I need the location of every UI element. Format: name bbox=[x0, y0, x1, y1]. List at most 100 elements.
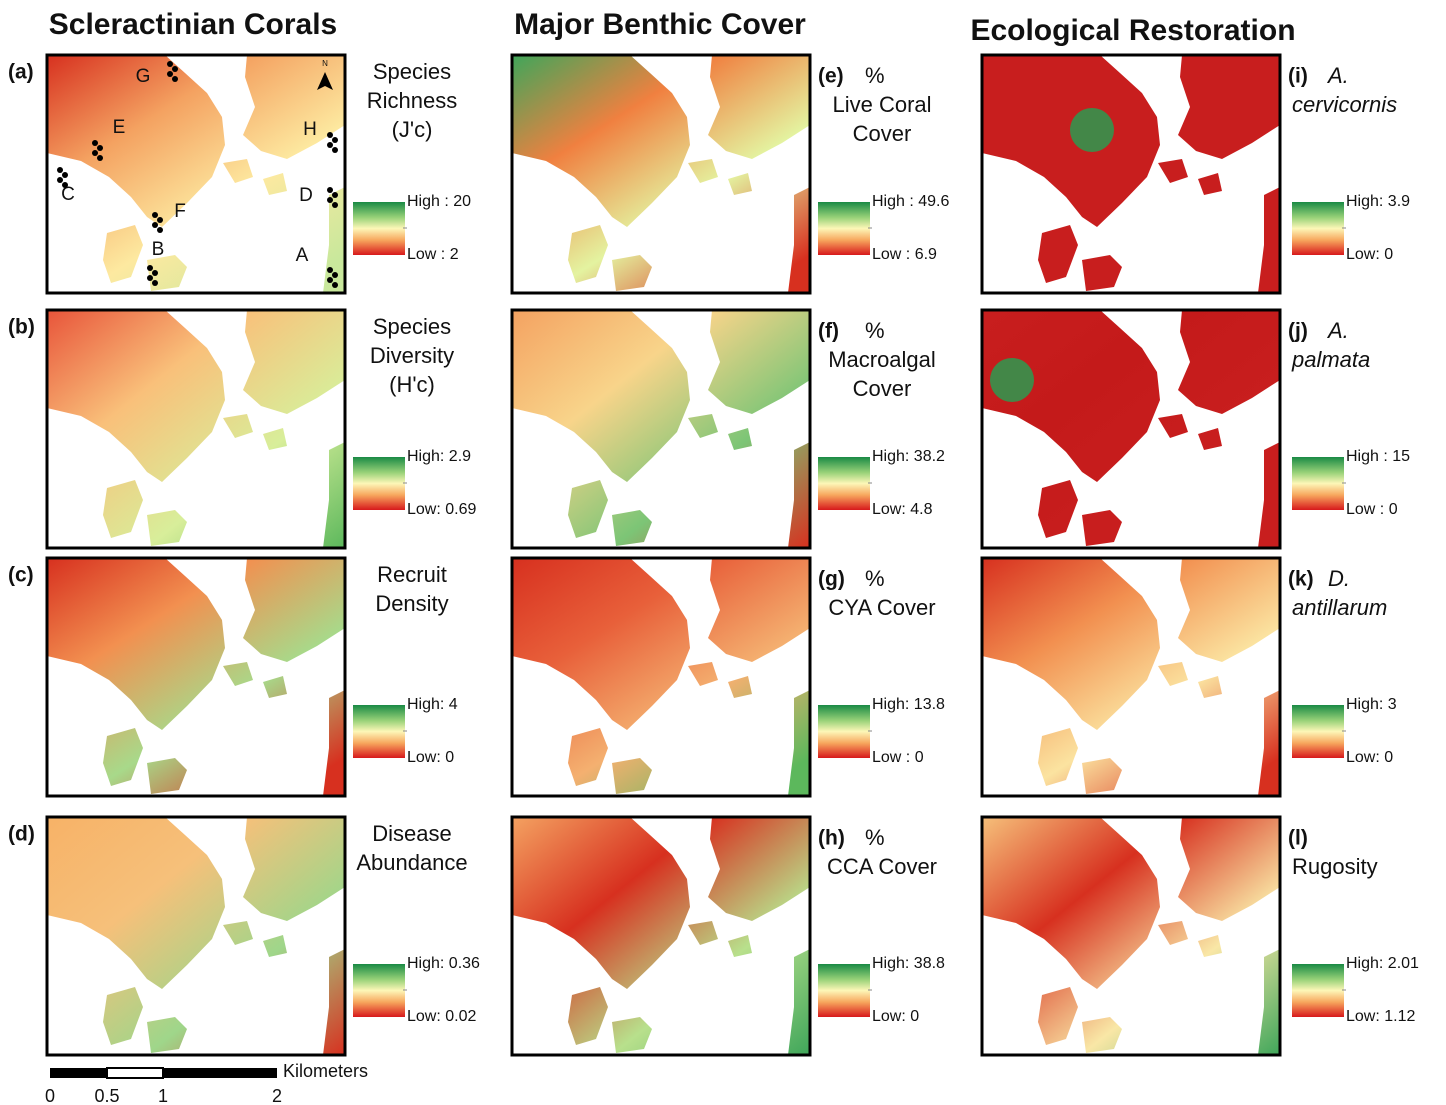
legend-low: Low : 0 bbox=[872, 749, 924, 766]
map-surface bbox=[512, 310, 810, 548]
survey-site bbox=[332, 192, 338, 198]
panel-label: Species bbox=[373, 59, 451, 84]
legend-high: High : 49.6 bbox=[872, 193, 949, 210]
survey-site bbox=[332, 202, 338, 208]
map-surface bbox=[982, 310, 1280, 548]
legend-low: Low: 0 bbox=[407, 749, 454, 766]
map-panel: (j)A.palmataHigh : 15Low : 0 bbox=[982, 310, 1410, 548]
legend-high: High: 4 bbox=[407, 696, 458, 713]
panel-letter: (d) bbox=[8, 823, 35, 846]
scale-tick: 2 bbox=[272, 1086, 282, 1105]
legend-bar bbox=[818, 202, 870, 255]
panel-label: Recruit bbox=[377, 562, 447, 587]
panel-label: % bbox=[865, 63, 885, 88]
map-surface bbox=[982, 817, 1280, 1055]
scale-bar: Kilometers 0 0.5 1 2 bbox=[45, 1061, 368, 1105]
legend-low: Low: 4.8 bbox=[872, 501, 933, 518]
hotspot bbox=[1070, 108, 1114, 152]
panel-letter: (k) bbox=[1288, 568, 1314, 591]
panel-label: % bbox=[865, 566, 885, 591]
legend-low: Low: 1.12 bbox=[1346, 1008, 1415, 1025]
legend-bar bbox=[818, 457, 870, 510]
panel-label: antillarum bbox=[1292, 595, 1387, 620]
survey-site bbox=[97, 155, 103, 161]
panel-letter: (h) bbox=[818, 827, 845, 850]
scale-tick: 0.5 bbox=[94, 1086, 119, 1105]
map-surface bbox=[982, 558, 1280, 796]
survey-site bbox=[147, 275, 153, 281]
panel-label: % bbox=[865, 318, 885, 343]
panel-label: Disease bbox=[372, 821, 451, 846]
panel-label: % bbox=[865, 825, 885, 850]
legend-high: High: 2.9 bbox=[407, 448, 471, 465]
north-label: N bbox=[322, 59, 328, 68]
column-title: Ecological Restoration bbox=[970, 14, 1295, 47]
map-panel: (i)A.cervicornisHigh: 3.9Low: 0 bbox=[982, 55, 1410, 293]
map-surface bbox=[982, 55, 1280, 293]
panel-label: Species bbox=[373, 314, 451, 339]
legend-high: High: 3.9 bbox=[1346, 193, 1410, 210]
legend-low: Low: 0 bbox=[1346, 749, 1393, 766]
panel-label: A. bbox=[1326, 63, 1349, 88]
hotspot bbox=[990, 358, 1034, 402]
site-label: G bbox=[136, 66, 151, 87]
legend-high: High : 20 bbox=[407, 193, 471, 210]
survey-site bbox=[327, 197, 333, 203]
survey-site bbox=[327, 132, 333, 138]
panel-label: Diversity bbox=[370, 343, 454, 368]
legend-high: High: 38.8 bbox=[872, 955, 945, 972]
panel-letter: (g) bbox=[818, 568, 845, 591]
survey-site bbox=[332, 282, 338, 288]
survey-site bbox=[332, 147, 338, 153]
panel-label: Cover bbox=[853, 121, 912, 146]
column-title: Scleractinian Corals bbox=[49, 8, 337, 41]
scale-segment bbox=[107, 1068, 163, 1078]
survey-site bbox=[152, 270, 158, 276]
map-surface bbox=[512, 558, 810, 796]
survey-site bbox=[327, 277, 333, 283]
panel-label: D. bbox=[1328, 566, 1350, 591]
panel-label: Rugosity bbox=[1292, 854, 1378, 879]
panel-letter: (j) bbox=[1288, 320, 1308, 343]
map-surface bbox=[47, 817, 345, 1055]
legend-bar bbox=[353, 705, 405, 758]
legend-low: Low: 0.02 bbox=[407, 1008, 476, 1025]
panel-letter: (e) bbox=[818, 65, 844, 88]
panel-label: Abundance bbox=[356, 850, 467, 875]
legend-bar bbox=[1292, 964, 1344, 1017]
survey-site bbox=[172, 76, 178, 82]
panel-letter: (a) bbox=[8, 61, 34, 84]
legend-low: Low: 0 bbox=[872, 1008, 919, 1025]
legend-low: Low : 2 bbox=[407, 246, 459, 263]
survey-site bbox=[157, 217, 163, 223]
panel-letter: (l) bbox=[1288, 827, 1308, 850]
legend-bar bbox=[1292, 457, 1344, 510]
survey-site bbox=[332, 272, 338, 278]
legend-high: High: 3 bbox=[1346, 696, 1397, 713]
column-title: Major Benthic Cover bbox=[514, 8, 806, 41]
survey-site bbox=[92, 140, 98, 146]
survey-site bbox=[152, 222, 158, 228]
map-surface bbox=[47, 310, 345, 548]
map-surface bbox=[47, 558, 345, 796]
survey-site bbox=[327, 267, 333, 273]
panel-label: cervicornis bbox=[1292, 92, 1397, 117]
site-label: H bbox=[303, 119, 317, 140]
map-panel: (d) Disease Abundance High: 0.36 Low: 0.02 bbox=[8, 817, 480, 1055]
survey-site bbox=[167, 61, 173, 67]
survey-site bbox=[92, 150, 98, 156]
site-label: A bbox=[296, 245, 309, 266]
site-label: B bbox=[152, 239, 165, 260]
legend-bar bbox=[353, 457, 405, 510]
survey-site bbox=[172, 66, 178, 72]
panel-label: Cover bbox=[853, 376, 912, 401]
legend-high: High: 0.36 bbox=[407, 955, 480, 972]
scale-segment bbox=[163, 1068, 277, 1078]
panels: Scleractinian Corals(a)SpeciesRichness(J… bbox=[8, 8, 1419, 1055]
survey-site bbox=[147, 265, 153, 271]
